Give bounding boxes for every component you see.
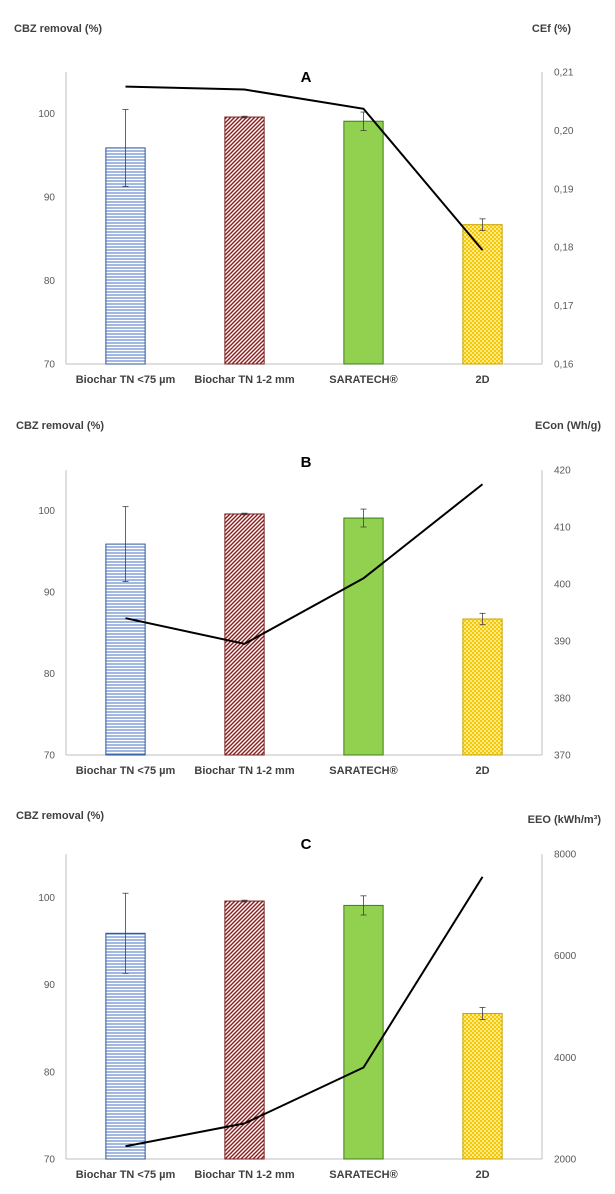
right-tick-label: 0,20 [554, 126, 574, 137]
category-label: Biochar TN 1-2 mm [194, 374, 294, 386]
left-tick-label: 100 [38, 109, 55, 120]
bar [343, 904, 384, 1160]
right-tick-label: 6000 [554, 951, 577, 962]
right-tick-label: 380 [554, 694, 571, 705]
left-axis-label: CBZ removal (%) [16, 810, 104, 822]
left-tick-label: 80 [44, 276, 56, 287]
category-label: 2D [475, 1169, 489, 1181]
right-axis-label: CEf (%) [532, 23, 571, 35]
category-label: SARATECH® [329, 1169, 397, 1181]
left-tick-label: 90 [44, 980, 56, 991]
right-tick-label: 8000 [554, 850, 577, 861]
category-label: Biochar TN <75 µm [76, 1169, 176, 1181]
right-tick-label: 420 [554, 466, 571, 477]
panel-b: CBZ removal (%) ECon (Wh/g) B 70 80 90 100 3… [16, 420, 601, 777]
category-label: 2D [475, 374, 489, 386]
plot-area: 70 80 90 100 2000 4000 6000 8000 Biochar TN <75 … [38, 850, 576, 1182]
left-axis-label: CBZ removal (%) [16, 420, 104, 432]
right-tick-label: 0,21 [554, 68, 574, 79]
left-tick-label: 70 [44, 360, 56, 371]
category-label: Biochar TN <75 µm [76, 765, 176, 777]
category-label: Biochar TN 1-2 mm [194, 765, 294, 777]
secondary-series-line [125, 85, 484, 251]
left-tick-label: 80 [44, 1067, 56, 1078]
panel-title: B [301, 454, 312, 471]
right-tick-label: 390 [554, 637, 571, 648]
right-tick-label: 370 [554, 751, 571, 762]
bar [462, 224, 503, 365]
bar [224, 900, 265, 1160]
category-label: SARATECH® [329, 374, 397, 386]
bar [224, 513, 265, 756]
category-label: SARATECH® [329, 765, 397, 777]
left-tick-label: 90 [44, 588, 56, 599]
right-tick-label: 0,17 [554, 301, 574, 312]
panel-a: CBZ removal (%) CEf (%) A 70 80 90 100 0,16 0… [14, 23, 574, 386]
right-tick-label: 2000 [554, 1155, 577, 1166]
right-tick-label: 0,16 [554, 360, 574, 371]
right-tick-label: 0,19 [554, 184, 574, 195]
right-tick-label: 400 [554, 580, 571, 591]
right-axis-label: ECon (Wh/g) [535, 420, 601, 432]
left-axis-label: CBZ removal (%) [14, 23, 102, 35]
category-label: 2D [475, 765, 489, 777]
bar [343, 120, 384, 365]
bar [343, 517, 384, 756]
left-tick-label: 70 [44, 1155, 56, 1166]
plot-area: 70 80 90 100 370 380 390 400 410 420 Biochar TN <7… [38, 466, 571, 778]
panel-c: CBZ removal (%) EEO (kWh/m³) C 70 80 90 100… [16, 810, 601, 1181]
bar [462, 618, 503, 756]
bar [462, 1012, 503, 1160]
left-tick-label: 90 [44, 193, 56, 204]
left-tick-label: 70 [44, 751, 56, 762]
left-tick-label: 100 [38, 506, 55, 517]
panel-title: C [301, 836, 312, 853]
plot-area: 70 80 90 100 0,16 0,17 0,18 0,19 0,20 0,21 Biochar… [38, 68, 574, 387]
secondary-series-line [125, 876, 484, 1148]
right-tick-label: 4000 [554, 1053, 577, 1064]
right-tick-label: 410 [554, 523, 571, 534]
left-tick-label: 100 [38, 893, 55, 904]
right-axis-label: EEO (kWh/m³) [528, 814, 602, 826]
category-label: Biochar TN 1-2 mm [194, 1169, 294, 1181]
right-tick-label: 0,18 [554, 243, 574, 254]
left-tick-label: 80 [44, 669, 56, 680]
secondary-series-line [125, 483, 484, 645]
panel-title: A [301, 69, 312, 86]
bar [224, 116, 265, 365]
category-label: Biochar TN <75 µm [76, 374, 176, 386]
